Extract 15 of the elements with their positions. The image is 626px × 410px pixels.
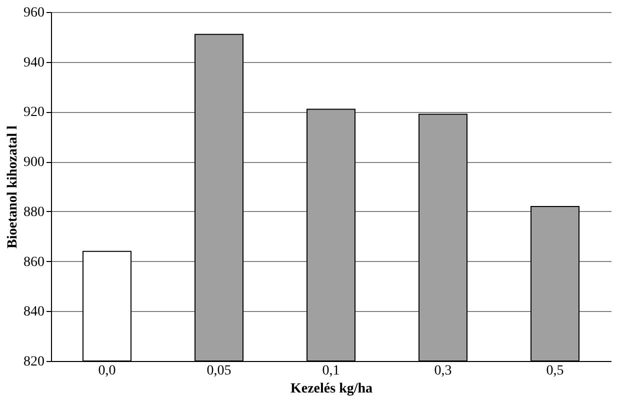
y-tick-label: 820 <box>24 354 44 370</box>
x-tick-label: 0,05 <box>206 364 232 378</box>
x-axis-title: Kezelés kg/ha <box>290 382 373 396</box>
x-tick-label: 0,1 <box>322 364 340 378</box>
y-tick-label: 860 <box>24 254 44 270</box>
x-tick-label: 0,3 <box>434 364 452 378</box>
y-tick-label: 880 <box>24 204 44 220</box>
y-tick-label: 840 <box>24 304 44 320</box>
y-axis-title: Bioetanol kihozatal l <box>6 125 20 248</box>
y-tick-label: 920 <box>24 105 44 120</box>
x-tick-label: 0,5 <box>546 364 564 378</box>
x-tick-label: 0,0 <box>98 364 116 378</box>
y-tick-label: 900 <box>24 155 44 170</box>
y-tick-label: 940 <box>24 55 44 70</box>
y-tick-label: 960 <box>24 6 44 20</box>
